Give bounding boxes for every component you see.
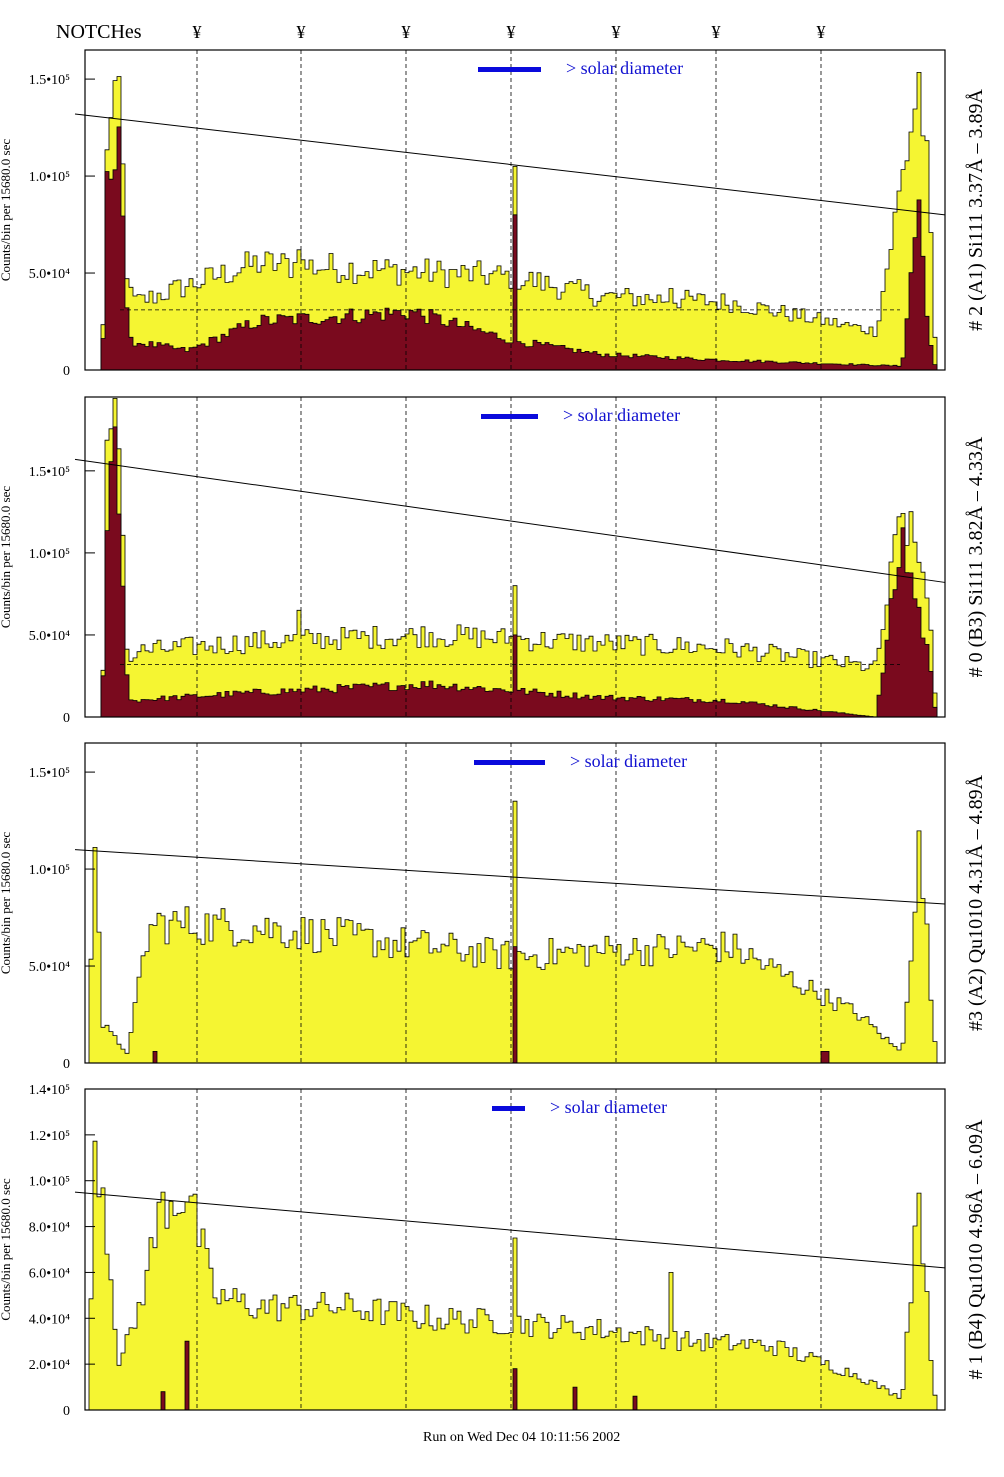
y-tick-label: 1.2•10⁵ [29, 1129, 70, 1144]
notch-marker-1: ¥ [193, 22, 202, 42]
y-tick-label: 5.0•10⁴ [29, 267, 70, 282]
panels: 0 5.0•10⁴ 1.0•10⁵ 1.5•10⁵ Counts/bin per 156… [0, 49, 987, 1419]
solar-diameter-bar [474, 760, 545, 765]
y-axis-label: Counts/bin per 15680.0 sec [0, 486, 13, 628]
notch-marker-3: ¥ [402, 22, 411, 42]
solar-diameter-label: > solar diameter [563, 405, 680, 425]
histogram-series-1 [85, 800, 945, 1064]
y-tick-label: 5.0•10⁴ [29, 960, 70, 975]
plot-frame [84, 742, 946, 1064]
y-tick-label: 0 [63, 1404, 70, 1419]
y-tick-label: 2.0•10⁴ [29, 1358, 70, 1373]
histogram-series-2 [85, 426, 945, 718]
notch-marker-2: ¥ [297, 22, 306, 42]
y-tick-label: 0 [63, 711, 70, 726]
y-axis-label: Counts/bin per 15680.0 sec [0, 832, 13, 974]
detector-label: # 1 (B4) Qu1010 4.96Å – 6.09Å [965, 1119, 987, 1380]
y-tick-label: 1.0•10⁵ [29, 547, 70, 562]
reference-line [74, 458, 946, 583]
y-tick-label: 4.0•10⁴ [29, 1312, 70, 1327]
y-tick-label: 1.5•10⁵ [29, 766, 70, 781]
solar-diameter-label: > solar diameter [550, 1097, 667, 1117]
y-axis-label: Counts/bin per 15680.0 sec [0, 139, 13, 281]
notch-marker-5: ¥ [612, 22, 621, 42]
plot-frame [84, 49, 946, 371]
y-tick-label: 5.0•10⁴ [29, 629, 70, 644]
plot-frame [84, 396, 946, 718]
reference-line [74, 1191, 946, 1269]
notch-marker-6: ¥ [712, 22, 721, 42]
y-tick-label: 1.5•10⁵ [29, 465, 70, 480]
solar-diameter-bar [492, 1106, 525, 1111]
y-tick-label: 0 [63, 1057, 70, 1072]
y-axis-label: Counts/bin per 15680.0 sec [0, 1178, 13, 1320]
y-tick-label: 1.5•10⁵ [29, 73, 70, 88]
detector-label: #3 (A2) Qu1010 4.31Å – 4.89Å [965, 774, 987, 1031]
solar-diameter-bar [478, 67, 541, 72]
y-tick-label: 1.4•10⁵ [29, 1083, 70, 1098]
solar-diameter-bar [481, 414, 538, 419]
solar-diameter-label: > solar diameter [566, 58, 683, 78]
detector-label: # 2 (A1) Si111 3.37Å – 3.89Å [965, 89, 987, 331]
notch-marker-4: ¥ [507, 22, 516, 42]
y-tick-label: 1.0•10⁵ [29, 863, 70, 878]
reference-line [74, 849, 946, 905]
y-tick-label: 1.0•10⁵ [29, 170, 70, 185]
detector-label: # 0 (B3) Si111 3.82Å – 4.33Å [965, 436, 987, 677]
reference-line [74, 113, 946, 216]
run-timestamp: Run on Wed Dec 04 10:11:56 2002 [423, 1430, 620, 1445]
histogram-series-2 [85, 126, 945, 371]
notch-marker-7: ¥ [817, 22, 826, 42]
notches-header: NOTCHes ¥ ¥ ¥ ¥ ¥ ¥ ¥ [56, 21, 826, 43]
y-tick-label: 6.0•10⁴ [29, 1266, 70, 1281]
panel-2: 0 5.0•10⁴ 1.0•10⁵ 1.5•10⁵ Counts/bin per 156… [0, 396, 987, 726]
panel-3: 0 5.0•10⁴ 1.0•10⁵ 1.5•10⁵ Counts/bin per 156… [0, 742, 987, 1072]
y-tick-label: 1.0•10⁵ [29, 1175, 70, 1190]
plot-frame [84, 1088, 946, 1411]
notches-label: NOTCHes [56, 21, 142, 43]
y-tick-label: 0 [63, 364, 70, 379]
solar-diameter-label: > solar diameter [570, 751, 687, 771]
histogram-series-1 [85, 1140, 945, 1411]
panel-4: 0 2.0•10⁴ 4.0•10⁴ 6.0•10⁴ 8.0•10⁴ 1.0•10⁵ 1.2•… [0, 1083, 987, 1419]
panel-1: 0 5.0•10⁴ 1.0•10⁵ 1.5•10⁵ Counts/bin per 156… [0, 49, 987, 379]
y-tick-label: 8.0•10⁴ [29, 1221, 70, 1236]
